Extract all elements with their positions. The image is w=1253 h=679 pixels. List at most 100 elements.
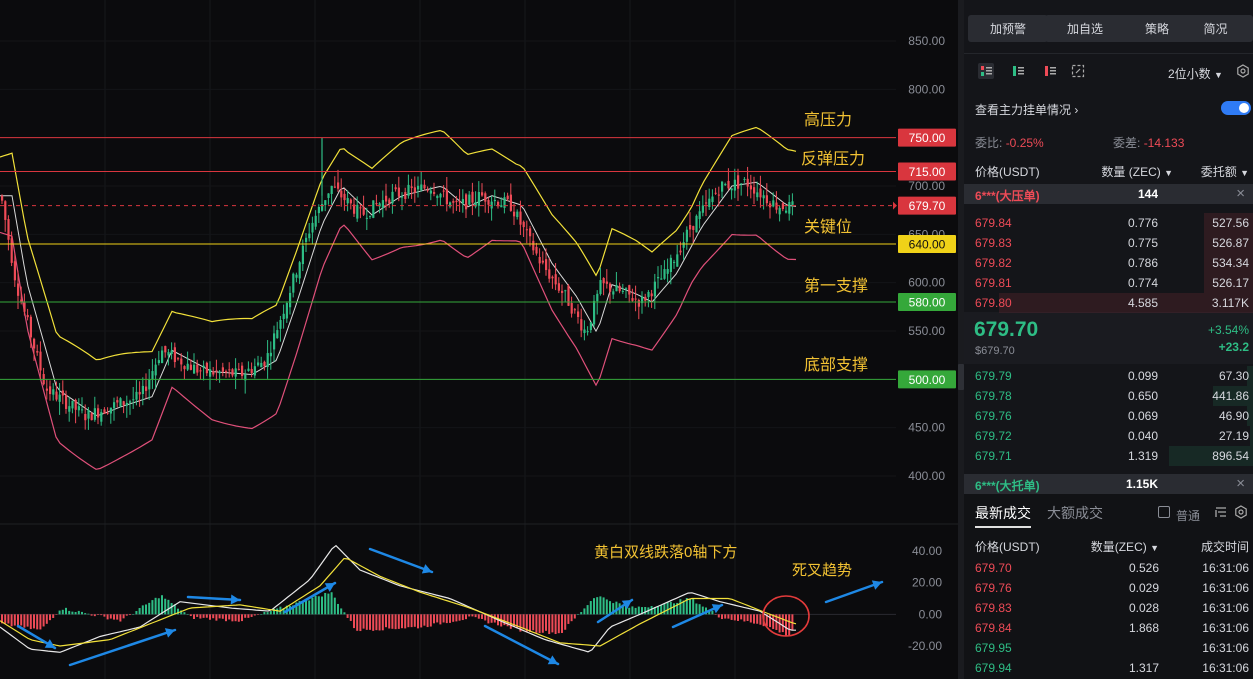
close-icon[interactable]: × [1236, 185, 1245, 202]
macd-bar [413, 614, 416, 627]
candle-body [740, 183, 743, 185]
candle-body [170, 350, 173, 355]
trade-qty: 0.029 [1128, 581, 1159, 595]
macd-bar [196, 614, 199, 617]
bid-row[interactable]: 679.71 1.319 896.54 [964, 446, 1253, 466]
ask-row[interactable]: 679.81 0.774 526.17 [964, 273, 1253, 293]
filter-icon[interactable] [1214, 505, 1228, 522]
candle-body [749, 185, 752, 190]
close-icon[interactable]: × [1236, 475, 1245, 492]
bid-row[interactable]: 679.76 0.069 46.90 [964, 406, 1253, 426]
ask-qty: 4.585 [1127, 296, 1158, 310]
last-price-usd: $679.70 [975, 345, 1015, 357]
macd-bar [231, 614, 234, 622]
trade-price: 679.76 [975, 581, 1012, 595]
candle-body [212, 371, 215, 375]
macd-bar [724, 614, 727, 619]
ask-depth-bar [1203, 253, 1253, 273]
macd-bar [90, 614, 93, 616]
macd-bar [429, 614, 432, 627]
ask-row[interactable]: 679.84 0.776 527.56 [964, 213, 1253, 233]
add-alert-button[interactable]: 加预警 [968, 15, 1048, 42]
ask-row[interactable]: 679.83 0.775 526.87 [964, 233, 1253, 253]
book-header-qty[interactable]: 数量 (ZEC) ▼ [1101, 163, 1173, 180]
book-asks-icon[interactable] [1042, 63, 1058, 79]
macd-bar [237, 614, 240, 622]
price-chart[interactable]: 850.00800.00750.00700.00650.00600.00550.… [0, 0, 958, 679]
macd-bar [161, 595, 163, 615]
candle-body [52, 389, 55, 395]
trades-header-price: 价格(USDT) [975, 540, 1040, 554]
trades-header-qty-label: 数量(ZEC) [1090, 540, 1147, 554]
candle-body [1, 195, 4, 201]
book-bids-icon[interactable] [1010, 63, 1026, 79]
big-ask-row[interactable]: 6***(大压单) 144 × [964, 184, 1253, 204]
candle-body [641, 296, 644, 304]
add-watchlist-button[interactable]: 加自选 [1045, 15, 1125, 42]
macd-bar [202, 614, 205, 618]
tab-latest-trades[interactable]: 最新成交 [975, 505, 1031, 521]
normal-checkbox[interactable] [1158, 506, 1170, 518]
trades-header-qty[interactable]: 数量(ZEC) ▼ [1091, 538, 1159, 555]
candle-body [378, 203, 381, 207]
macd-bar [247, 614, 250, 618]
macd-bar [471, 614, 474, 617]
ask-row[interactable]: 679.80 4.585 3.117K [964, 293, 1253, 313]
bid-row[interactable]: 679.78 0.650 441.86 [964, 386, 1253, 406]
macd-bar [122, 614, 125, 619]
trades-section [964, 494, 1253, 679]
ask-price: 679.84 [975, 216, 1012, 230]
trend-arrowhead [230, 594, 240, 605]
macd-bar [388, 614, 391, 629]
candle-body [442, 190, 445, 192]
ask-row[interactable]: 679.82 0.786 534.34 [964, 253, 1253, 273]
decimals-select[interactable]: 2位小数 ▼ [1168, 65, 1223, 82]
trade-time: 16:31:06 [1202, 601, 1249, 615]
tab-large-trades[interactable]: 大额成交 [1047, 505, 1103, 521]
macd-bar [580, 612, 583, 615]
candle-body [333, 186, 336, 188]
main-orders-toggle[interactable] [1221, 101, 1251, 115]
macd-bar [391, 614, 394, 629]
main-orders-link[interactable]: 查看主力挂单情况 › [975, 101, 1078, 118]
macd-bar [45, 614, 48, 624]
settings-icon[interactable] [1236, 64, 1250, 81]
candle-body [372, 200, 375, 218]
price-axis-label: 850.00 [908, 34, 945, 48]
macd-bar [708, 610, 711, 615]
macd-bar [401, 614, 403, 629]
float-window-icon[interactable] [1070, 63, 1086, 79]
big-bid-row[interactable]: 6***(大托单) 1.15K × [964, 474, 1253, 494]
book-header-amount[interactable]: 委托额 ▼ [1201, 163, 1249, 180]
macd-bar [740, 614, 743, 620]
candle-body [637, 300, 640, 307]
candle-body [561, 290, 564, 293]
macd-axis-label: 0.00 [919, 607, 943, 621]
candle-body [23, 302, 26, 312]
panel-resize-handle[interactable] [958, 0, 964, 679]
chart-area[interactable]: 850.00800.00750.00700.00650.00600.00550.… [0, 0, 1194, 679]
book-both-icon[interactable] [978, 63, 994, 79]
macd-bar [561, 614, 563, 633]
macd-bar [593, 598, 595, 615]
macd-bar [353, 614, 355, 629]
settings-icon[interactable] [1234, 505, 1248, 522]
candle-body [721, 181, 724, 192]
bid-row[interactable]: 679.79 0.099 67.30 [964, 366, 1253, 386]
macd-bar [503, 614, 506, 626]
candle-body [29, 316, 32, 338]
candle-body [58, 394, 61, 402]
macd-bar [525, 614, 528, 632]
ask-depth-bar [1203, 213, 1253, 233]
macd-bar [449, 614, 451, 623]
bid-row[interactable]: 679.72 0.040 27.19 [964, 426, 1253, 446]
overview-button[interactable]: 简况 [1178, 15, 1253, 42]
resize-grip[interactable] [958, 364, 964, 390]
candle-body [394, 187, 397, 190]
macd-bar [84, 613, 87, 615]
macd-bar [100, 614, 103, 616]
macd-bar [81, 611, 83, 615]
macd-bar [55, 614, 58, 615]
macd-bar [36, 614, 39, 630]
bid-qty: 0.040 [1127, 429, 1158, 443]
